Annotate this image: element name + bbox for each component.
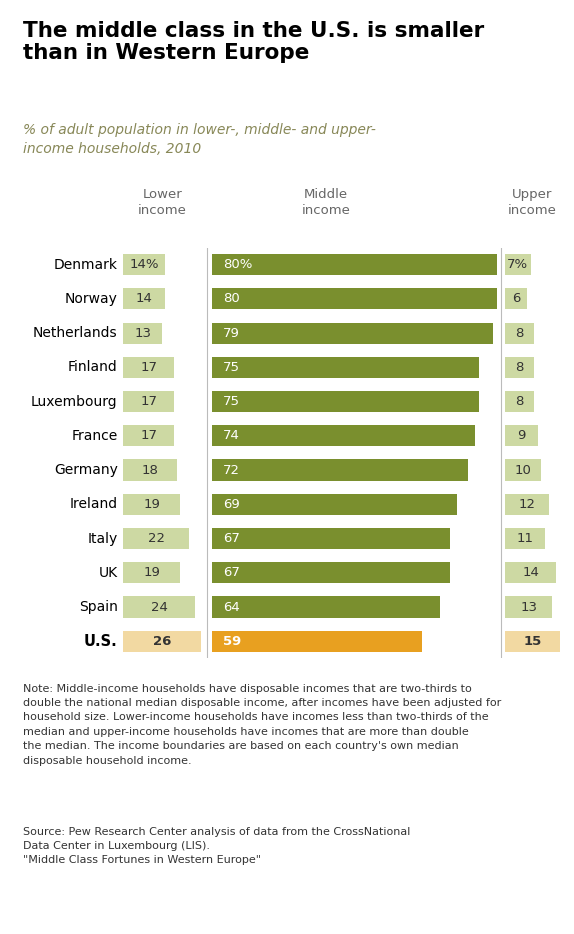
Bar <box>505 460 541 481</box>
Bar <box>212 425 475 446</box>
Text: 79: 79 <box>223 327 239 340</box>
Bar <box>123 391 174 412</box>
Bar <box>212 597 440 617</box>
Text: 80%: 80% <box>223 258 252 271</box>
Bar <box>212 460 468 481</box>
Text: Luxembourg: Luxembourg <box>31 395 118 408</box>
Text: 7%: 7% <box>507 258 529 271</box>
Text: 17: 17 <box>140 430 157 443</box>
Text: Denmark: Denmark <box>54 258 118 272</box>
Bar <box>212 528 451 549</box>
Text: 22: 22 <box>148 532 165 545</box>
Text: Italy: Italy <box>87 531 118 545</box>
Text: 74: 74 <box>223 430 239 443</box>
Bar <box>212 322 493 344</box>
Text: Middle
income: Middle income <box>301 188 350 217</box>
Bar <box>505 357 534 378</box>
Bar <box>123 254 165 276</box>
Bar <box>212 494 457 515</box>
Bar <box>123 562 180 584</box>
Text: 15: 15 <box>523 635 541 648</box>
Text: 14%: 14% <box>130 258 159 271</box>
Text: 6: 6 <box>512 292 520 305</box>
Text: 11: 11 <box>517 532 534 545</box>
Text: 19: 19 <box>144 498 160 511</box>
Text: Netherlands: Netherlands <box>33 326 118 340</box>
Text: Note: Middle-income households have disposable incomes that are two-thirds to
do: Note: Middle-income households have disp… <box>23 684 501 766</box>
Text: Lower
income: Lower income <box>138 188 187 217</box>
Text: U.S.: U.S. <box>84 634 118 649</box>
Bar <box>505 630 560 652</box>
Bar <box>212 630 422 652</box>
Text: France: France <box>71 429 118 443</box>
Text: 13: 13 <box>520 601 537 614</box>
Text: 69: 69 <box>223 498 239 511</box>
Text: Finland: Finland <box>68 361 118 375</box>
Text: Ireland: Ireland <box>69 498 118 511</box>
Bar <box>123 322 162 344</box>
Bar <box>123 528 189 549</box>
Bar <box>505 597 552 617</box>
Bar <box>212 357 479 378</box>
Text: UK: UK <box>99 566 118 580</box>
Text: 17: 17 <box>140 361 157 374</box>
Text: 17: 17 <box>140 395 157 408</box>
Text: 8: 8 <box>515 327 524 340</box>
Text: Spain: Spain <box>79 601 118 614</box>
Bar <box>505 322 534 344</box>
Text: 10: 10 <box>515 463 532 476</box>
Bar <box>123 460 177 481</box>
Text: Norway: Norway <box>65 292 118 305</box>
Bar <box>212 254 497 276</box>
Text: Upper
income: Upper income <box>508 188 557 217</box>
Text: 24: 24 <box>151 601 168 614</box>
Text: 14: 14 <box>522 566 539 579</box>
Text: 18: 18 <box>142 463 158 476</box>
Text: 13: 13 <box>134 327 152 340</box>
Text: The middle class in the U.S. is smaller
than in Western Europe: The middle class in the U.S. is smaller … <box>23 21 484 63</box>
Bar <box>505 562 556 584</box>
Bar <box>123 494 180 515</box>
Bar <box>123 597 195 617</box>
Text: 75: 75 <box>223 395 240 408</box>
Text: 14: 14 <box>136 292 153 305</box>
Bar <box>505 494 549 515</box>
Text: 80: 80 <box>223 292 239 305</box>
Text: 67: 67 <box>223 566 239 579</box>
Text: % of adult population in lower-, middle- and upper-
income households, 2010: % of adult population in lower-, middle-… <box>23 123 376 156</box>
Text: 8: 8 <box>515 361 524 374</box>
Text: Germany: Germany <box>54 463 118 477</box>
Bar <box>212 562 451 584</box>
Bar <box>505 425 538 446</box>
Bar <box>505 391 534 412</box>
Text: 19: 19 <box>144 566 160 579</box>
Bar <box>123 357 174 378</box>
Text: 59: 59 <box>223 635 241 648</box>
Text: 72: 72 <box>223 463 240 476</box>
Text: 75: 75 <box>223 361 240 374</box>
Text: 8: 8 <box>515 395 524 408</box>
Text: 64: 64 <box>223 601 239 614</box>
Text: 26: 26 <box>153 635 172 648</box>
Bar <box>123 630 201 652</box>
Bar <box>212 391 479 412</box>
Text: 12: 12 <box>518 498 536 511</box>
Text: 9: 9 <box>517 430 526 443</box>
Bar <box>123 425 174 446</box>
Bar <box>505 254 530 276</box>
Text: Source: Pew Research Center analysis of data from the CrossNational
Data Center : Source: Pew Research Center analysis of … <box>23 827 410 866</box>
Bar <box>505 528 545 549</box>
Bar <box>212 289 497 309</box>
Bar <box>123 289 165 309</box>
Bar <box>505 289 527 309</box>
Text: 67: 67 <box>223 532 239 545</box>
